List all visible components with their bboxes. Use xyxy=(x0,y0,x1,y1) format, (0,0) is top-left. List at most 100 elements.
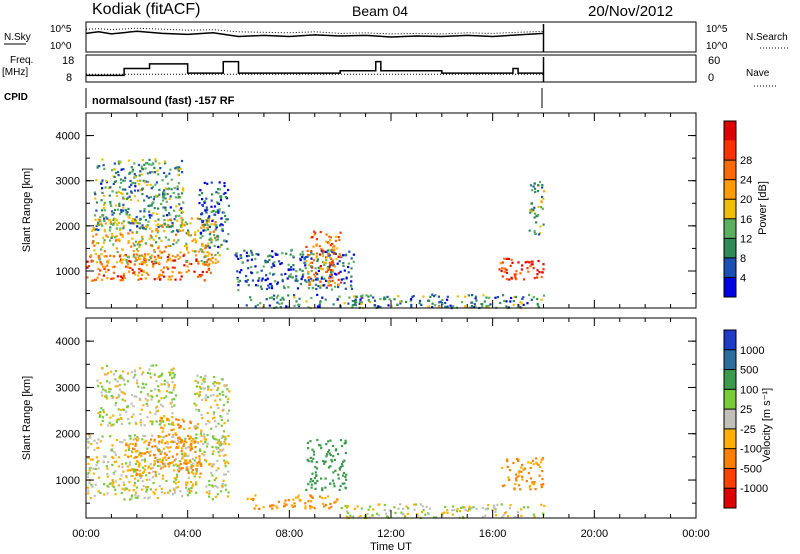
beam-title: Beam 04 xyxy=(352,3,408,19)
power-cell xyxy=(223,185,226,188)
power-cell xyxy=(122,227,125,230)
power-cell xyxy=(131,182,134,185)
velocity-cell xyxy=(134,437,137,440)
velocity-cell xyxy=(531,459,535,462)
power-cell xyxy=(109,186,112,189)
velocity-cell xyxy=(139,476,142,479)
power-cell xyxy=(200,212,203,215)
velocity-cell xyxy=(101,367,104,370)
power-cell xyxy=(510,276,513,279)
velocity-cell xyxy=(167,463,170,466)
velocity-cell xyxy=(181,466,184,470)
velocity-cell xyxy=(157,375,160,378)
velocity-cell xyxy=(207,385,210,388)
power-cell xyxy=(534,190,537,194)
power-cell xyxy=(204,209,207,212)
velocity-cell xyxy=(218,454,221,457)
power-cell xyxy=(187,231,190,234)
power-cell xyxy=(206,182,209,185)
velocity-cell xyxy=(377,503,380,506)
velocity-cell xyxy=(133,395,136,398)
velocity-scatter-data xyxy=(86,364,546,520)
power-cell xyxy=(382,298,386,301)
velocity-cell xyxy=(314,487,317,490)
velocity-cell xyxy=(149,454,152,457)
velocity-cell xyxy=(196,374,199,377)
power-cell xyxy=(274,253,278,256)
power-cell xyxy=(140,277,143,281)
power-cell xyxy=(141,193,144,196)
velocity-cell xyxy=(135,486,138,489)
velocity-cell xyxy=(185,462,188,465)
power-cell xyxy=(350,280,353,283)
velocity-cell xyxy=(186,466,189,469)
velocity-cell xyxy=(172,423,175,426)
velocity-cell xyxy=(529,466,532,469)
power-cell xyxy=(138,262,141,266)
velocity-cell xyxy=(324,477,327,480)
power-cell xyxy=(308,283,311,286)
velocity-cell xyxy=(120,422,123,425)
velocity-cell xyxy=(153,462,156,465)
velocity-cell xyxy=(225,384,228,387)
power-cell xyxy=(172,259,175,262)
velocity-cell xyxy=(170,391,173,394)
power-cell xyxy=(281,280,284,283)
power-cell xyxy=(531,260,534,263)
velocity-cell xyxy=(162,457,165,460)
velocity-cell xyxy=(228,443,231,446)
velocity-cell xyxy=(208,421,211,424)
power-cell xyxy=(225,240,228,243)
power-cell xyxy=(94,218,97,221)
power-cell xyxy=(157,261,161,264)
power-cell xyxy=(410,303,413,307)
power-cell xyxy=(293,294,296,297)
velocity-cell xyxy=(119,374,122,377)
power-cell xyxy=(274,280,277,283)
velocity-cell xyxy=(517,458,520,461)
velocity-cell xyxy=(307,500,310,503)
power-cell xyxy=(171,223,174,226)
velocity-cell xyxy=(330,505,333,508)
power-cell xyxy=(164,162,167,165)
power-cell xyxy=(532,267,535,270)
velocity-cell xyxy=(456,510,459,513)
power-cell xyxy=(329,244,332,247)
power-cell xyxy=(316,278,319,281)
power-cell xyxy=(100,209,104,212)
velocity-cell xyxy=(514,516,517,519)
velocity-cell xyxy=(155,364,158,367)
power-cell xyxy=(103,239,106,242)
power-cell xyxy=(226,218,229,221)
power-cell xyxy=(221,229,224,232)
velocity-cell xyxy=(203,435,206,438)
velocity-cell xyxy=(316,479,319,482)
power-cell xyxy=(103,194,106,197)
power-cell xyxy=(149,171,152,174)
velocity-cell xyxy=(92,472,95,475)
velocity-cell xyxy=(158,485,161,488)
velocity-cell xyxy=(124,453,127,457)
velocity-cell xyxy=(188,491,191,494)
velocity-cell xyxy=(404,515,407,518)
velocity-cell xyxy=(306,458,309,461)
power-cell xyxy=(163,275,166,278)
power-cell xyxy=(101,214,104,217)
power-cell xyxy=(503,270,506,273)
power-cell xyxy=(134,222,138,225)
x-axis-ticks: 00:00 04:00 08:00 12:00 16:00 20:00 00:00 xyxy=(72,528,710,540)
velocity-cell xyxy=(138,472,141,475)
velocity-cell xyxy=(371,514,374,517)
power-cell xyxy=(141,187,144,190)
power-cell xyxy=(155,194,158,197)
velocity-cell xyxy=(527,472,530,475)
power-cell xyxy=(182,254,185,257)
velocity-cell xyxy=(136,455,139,459)
power-cell xyxy=(121,192,124,195)
power-cell xyxy=(503,257,506,260)
power-cell xyxy=(236,270,239,273)
power-cell xyxy=(328,254,332,257)
velocity-cell xyxy=(127,448,130,451)
velocity-cell xyxy=(97,459,100,462)
velocity-cell xyxy=(529,484,532,488)
